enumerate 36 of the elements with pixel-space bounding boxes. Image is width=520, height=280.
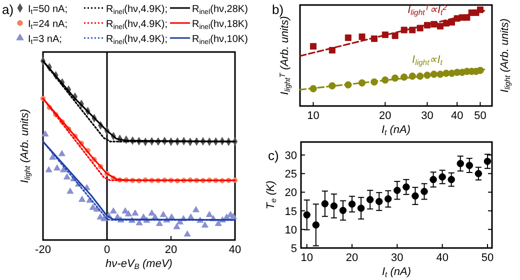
- y-tick-label: 25: [284, 168, 297, 181]
- x-tick-label: 30: [391, 252, 404, 264]
- y-tick-label: 10: [284, 224, 297, 236]
- x-tick-label: -20: [35, 244, 51, 256]
- x-tick-label: 40: [436, 252, 448, 264]
- x-axis-title: I$_{t}$ (nA): [382, 266, 412, 279]
- series-label: I$_{light}$∝I$_{t}$: [412, 54, 444, 68]
- y-tick-label: 15: [284, 206, 297, 218]
- y-tick-label: 5: [290, 243, 297, 255]
- legend-label: R$_{inel}$(hν,10K): [192, 34, 248, 46]
- x-tick-label: 20: [379, 110, 392, 122]
- x-tick-label: 40: [228, 244, 242, 256]
- x-tick-label: 30: [421, 110, 434, 122]
- x-tick-label: 20: [164, 244, 178, 256]
- x-tick-label: 10: [300, 252, 313, 264]
- chart-title: b): [272, 2, 284, 17]
- legend-label: I$_{t}$=3 nA;: [28, 34, 62, 46]
- x-tick-label: 0: [104, 244, 110, 256]
- text: c): [268, 148, 279, 163]
- legend-label: R$_{inel}$(hν,28K): [192, 4, 248, 16]
- legend-label: R$_{inel}$(hν,4.9K);: [106, 19, 168, 31]
- legend-label: I$_{t}$=24 nA;: [28, 19, 68, 31]
- legend-label: I$_{t}$=50 nA;: [28, 4, 68, 16]
- legend-label: R$_{inel}$(hν,4.9K);: [106, 34, 168, 46]
- x-tick-label: 40: [450, 110, 464, 122]
- x-axis-title: hν-eV$_{B}$ (meV): [106, 258, 173, 271]
- y-tick-label: 30: [284, 150, 297, 162]
- x-axis-title: I$_{t}$ (nA): [381, 124, 411, 137]
- legend-label: R$_{inel}$(hν,18K): [192, 19, 248, 31]
- chart-title: a): [2, 2, 14, 17]
- legend-label: R$_{inel}$(hν,4.9K);: [106, 4, 168, 16]
- x-tick-label: 10: [307, 110, 320, 122]
- x-tick-label: 20: [346, 252, 358, 264]
- y-tick-label: 20: [284, 187, 297, 200]
- x-tick-label: 50: [481, 252, 494, 264]
- x-tick-label: 50: [474, 110, 486, 122]
